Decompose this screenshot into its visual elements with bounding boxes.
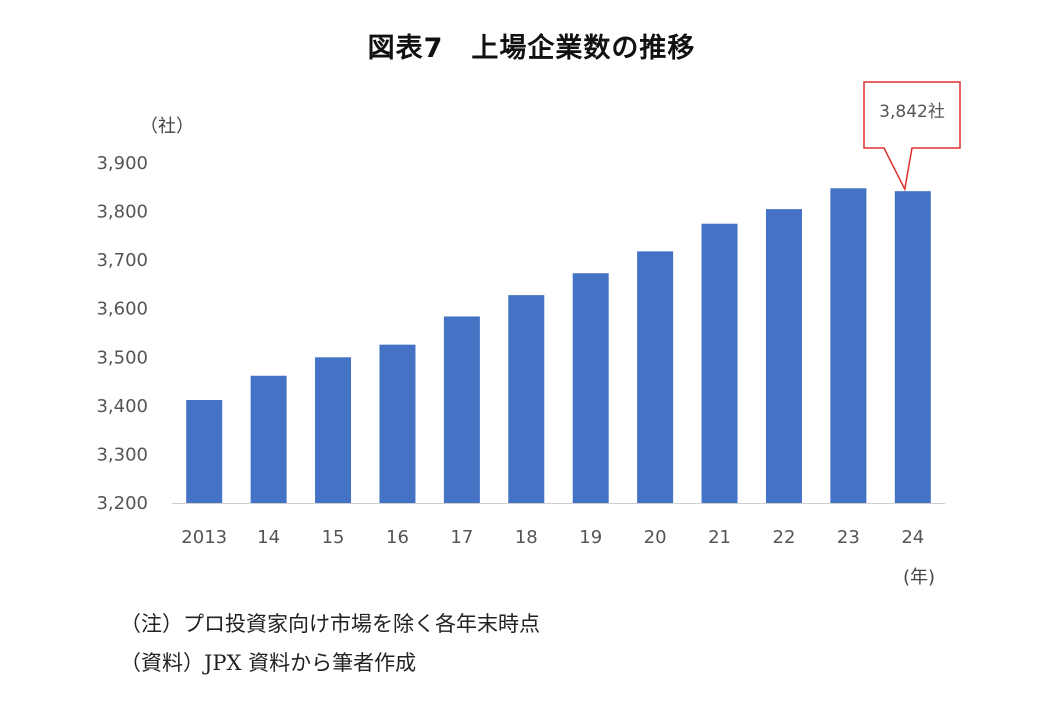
x-tick-label: 23	[837, 527, 860, 548]
y-tick-label: 3,200	[96, 493, 148, 514]
y-tick-label: 3,400	[96, 396, 148, 417]
bar	[443, 316, 480, 503]
x-tick-label: 15	[322, 527, 345, 548]
x-tick-label: 22	[773, 527, 796, 548]
bar	[379, 344, 416, 503]
y-tick-label: 3,600	[96, 299, 148, 320]
bar	[894, 191, 931, 503]
bar	[250, 375, 287, 503]
y-axis-unit-label: （社）	[140, 116, 194, 137]
y-tick-label: 3,800	[96, 202, 148, 223]
y-tick-label: 3,900	[96, 153, 148, 174]
x-tick-label: 18	[515, 527, 538, 548]
bar	[572, 273, 609, 503]
callout-label: 3,842社	[879, 102, 945, 122]
x-axis-unit-label: (年)	[903, 567, 936, 588]
bar	[765, 209, 802, 503]
bar	[830, 188, 867, 503]
callout-box	[863, 81, 961, 192]
y-tick-label: 3,300	[96, 444, 148, 465]
x-tick-label: 14	[257, 527, 280, 548]
y-tick-label: 3,500	[96, 347, 148, 368]
x-tick-label: 19	[579, 527, 602, 548]
x-tick-label: 24	[901, 527, 924, 548]
x-tick-label: 20	[644, 527, 667, 548]
x-tick-label: 2013	[181, 527, 227, 548]
bar	[637, 251, 674, 503]
chart-title: 図表7 上場企業数の推移	[367, 33, 696, 64]
x-tick-label: 16	[386, 527, 409, 548]
bar	[508, 295, 545, 503]
x-tick-label: 17	[450, 527, 473, 548]
y-tick-label: 3,700	[96, 250, 148, 271]
x-tick-label: 21	[708, 527, 731, 548]
bar	[186, 400, 223, 503]
bar	[701, 223, 738, 503]
bar	[315, 357, 352, 503]
footnote-note: （注）プロ投資家向け市場を除く各年末時点	[120, 612, 540, 636]
footnote-source: （資料）JPX 資料から筆者作成	[120, 651, 417, 675]
